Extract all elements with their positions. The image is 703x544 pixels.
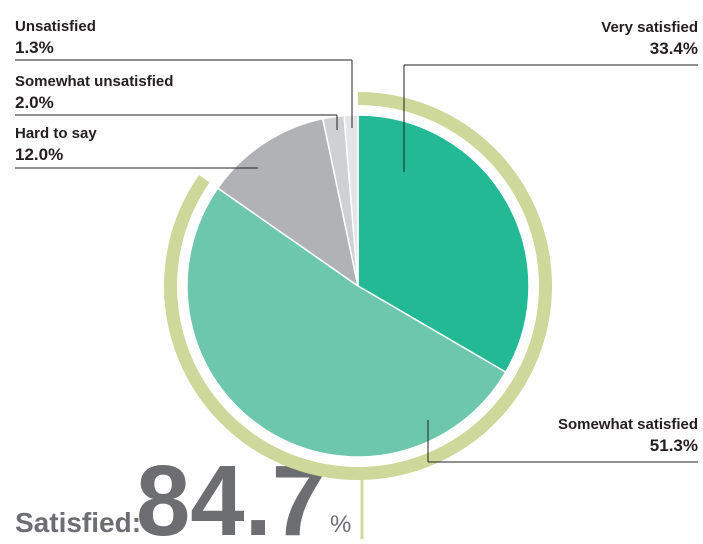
leader-line xyxy=(15,114,338,130)
pie-slice xyxy=(343,114,359,287)
slice-name: Somewhat unsatisfied xyxy=(15,73,173,90)
leader-line xyxy=(15,59,353,128)
pie-slice xyxy=(186,187,507,458)
slice-value-label: 12.0% xyxy=(15,145,63,164)
slice-name: Somewhat satisfied xyxy=(558,416,698,433)
satisfied-label: Satisfied: xyxy=(15,507,141,538)
slice-name: Very satisfied xyxy=(601,19,698,36)
slice-value-label: 51.3% xyxy=(650,436,698,455)
slice-name: Hard to say xyxy=(15,125,97,142)
pie-slice xyxy=(216,117,360,288)
leader-line xyxy=(427,420,698,463)
slice-name: Unsatisfied xyxy=(15,18,96,35)
slice-value-label: 33.4% xyxy=(650,39,698,58)
satisfied-unit: % xyxy=(330,511,351,538)
slice-value-label: 2.0% xyxy=(15,93,54,112)
pie-slice xyxy=(357,114,530,374)
slice-value-label: 1.3% xyxy=(15,38,54,57)
leader-line xyxy=(403,64,698,172)
